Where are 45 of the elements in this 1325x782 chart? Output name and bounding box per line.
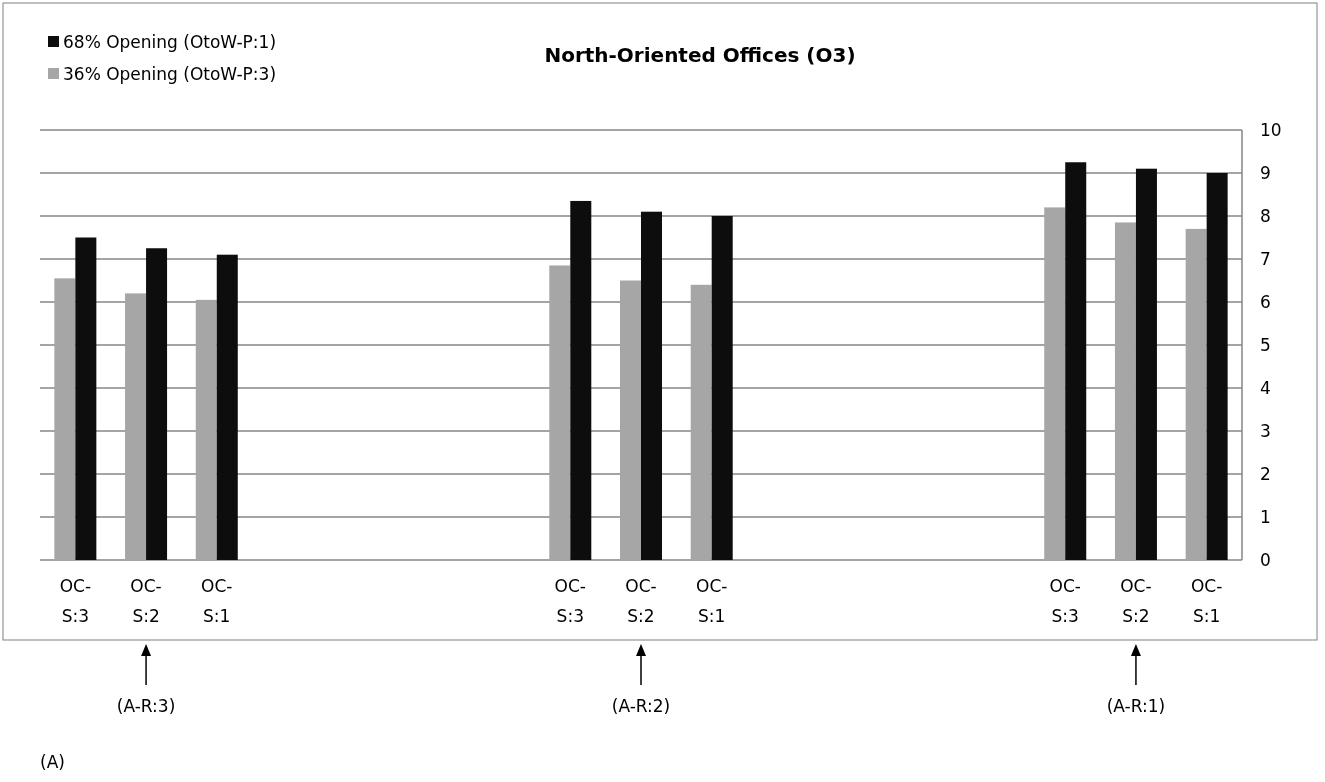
text: (A-R:2)	[611, 695, 671, 716]
bar	[1044, 207, 1066, 560]
y-tick-label: 10	[1260, 119, 1282, 140]
x-tick-label: OC-S:3	[554, 576, 586, 626]
y-tick-label: 7	[1260, 248, 1271, 269]
bar	[195, 299, 217, 560]
y-tick-label: 5	[1260, 334, 1271, 355]
legend-label: 36% Opening (OtoW-P:3)	[63, 63, 277, 84]
x-tick-label: OC-S:3	[59, 576, 92, 626]
x-tick-label: OC-S:2	[1120, 576, 1152, 626]
bar	[711, 216, 733, 560]
y-tick-label: 8	[1260, 205, 1271, 226]
bar	[1185, 228, 1207, 560]
x-tick-label: OC-S:2	[625, 576, 657, 626]
bar	[1135, 168, 1157, 560]
y-tick-label: 6	[1260, 291, 1271, 312]
bar	[75, 237, 97, 560]
chart-title: North-Oriented Offices (O3)	[544, 43, 856, 67]
y-tick-label: 2	[1260, 463, 1271, 484]
bar	[216, 254, 238, 560]
bar	[1206, 173, 1228, 560]
bar	[620, 280, 641, 560]
x-tick-label: OC-S:1	[696, 576, 728, 626]
bar	[146, 248, 168, 560]
text: (A)	[40, 752, 65, 772]
text: (A-R:3)	[116, 695, 176, 716]
x-tick-label: OC-S:1	[201, 576, 233, 626]
x-tick-label: OC-S:3	[1049, 576, 1081, 626]
x-tick-label: OC-S:1	[1190, 576, 1223, 626]
y-tick-label: 0	[1260, 549, 1271, 570]
bar	[690, 284, 712, 560]
text: (A-R:1)	[1106, 695, 1166, 716]
bar	[1114, 222, 1136, 560]
bar	[641, 211, 662, 560]
y-tick-label: 9	[1260, 162, 1271, 183]
bar	[549, 265, 571, 560]
legend-label: 68% Opening (OtoW-P:1)	[63, 31, 277, 52]
y-tick-label: 1	[1260, 506, 1271, 527]
bar	[125, 293, 147, 560]
x-tick-label: OC-S:2	[130, 576, 162, 626]
bar	[1065, 162, 1087, 560]
bar	[570, 200, 592, 560]
y-tick-label: 3	[1260, 420, 1271, 441]
bar	[54, 278, 76, 560]
y-tick-label: 4	[1260, 377, 1271, 398]
